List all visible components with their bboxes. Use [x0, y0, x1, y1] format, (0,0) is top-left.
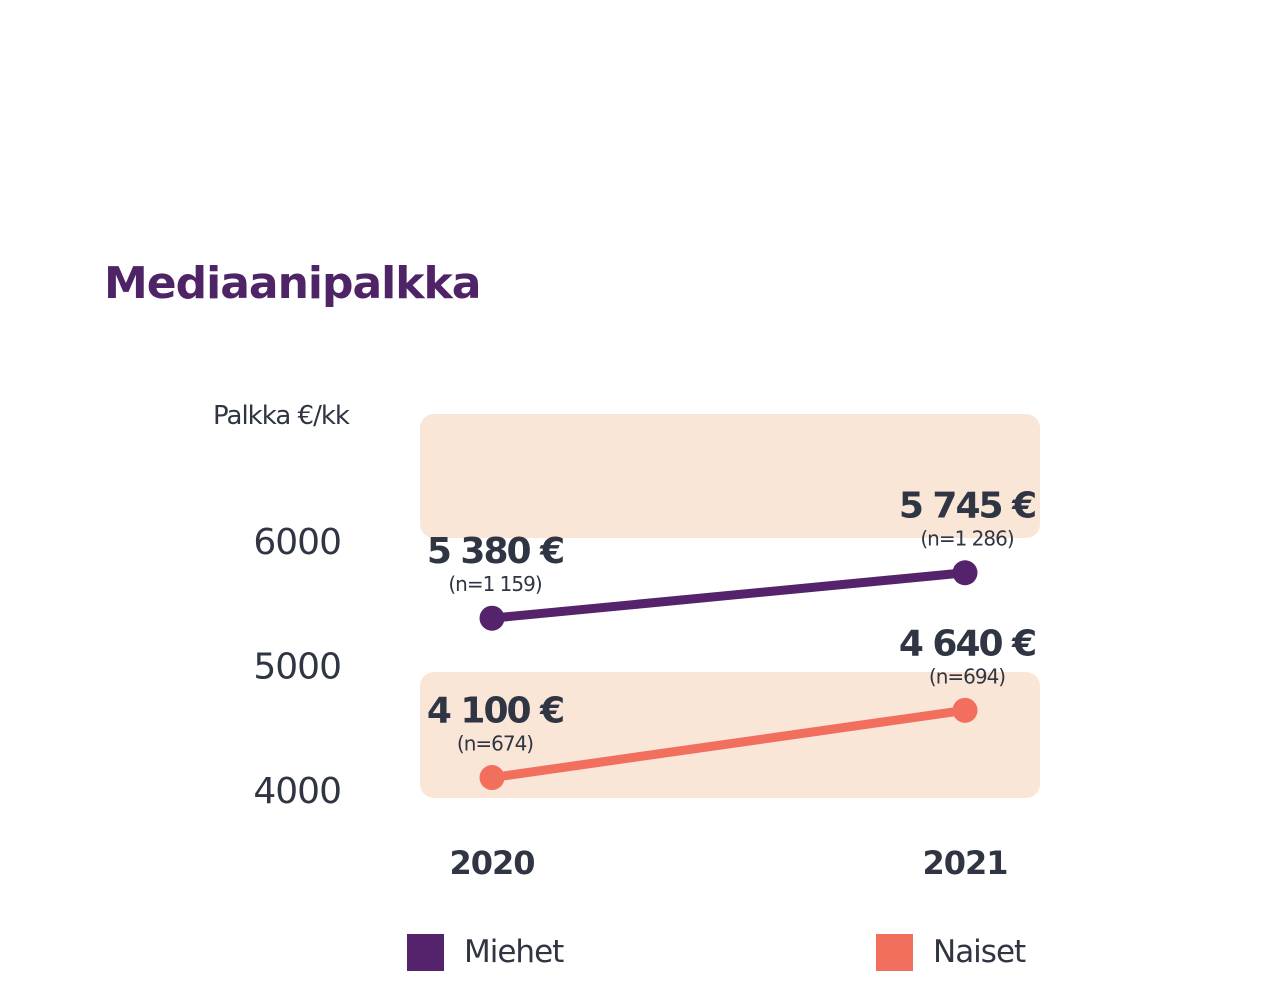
data-value-label: 5 745 € [899, 486, 1035, 527]
series-line-miehet [487, 568, 970, 623]
data-points [479, 560, 978, 791]
data-point [952, 697, 978, 723]
y-axis: Palkka €/kk 6000 5000 4000 [213, 401, 351, 812]
x-tick-label: 2020 [449, 844, 534, 882]
legend-item-naiset: Naiset [876, 932, 1026, 972]
band-top [420, 414, 1040, 538]
y-axis-label: Palkka €/kk [213, 401, 350, 431]
data-labels: 5 380 €(n=1 159)5 745 €(n=1 286)4 100 €(… [427, 486, 1037, 756]
legend-swatch-naiset [876, 933, 913, 971]
chart-title: Mediaanipalkka [104, 258, 481, 309]
x-axis: 2020 2021 [449, 844, 1008, 882]
y-tick-label: 4000 [253, 771, 341, 812]
legend-swatch-miehet [407, 933, 444, 971]
data-n-label: (n=1 286) [920, 527, 1013, 551]
x-tick-label: 2021 [922, 844, 1007, 882]
y-tick-label: 5000 [253, 647, 341, 688]
legend-label-naiset: Naiset [933, 934, 1026, 970]
data-point [952, 560, 978, 586]
data-value-label: 4 100 € [427, 691, 563, 732]
series-lines [487, 568, 970, 783]
data-value-label: 5 380 € [427, 531, 563, 572]
y-tick-label: 6000 [253, 522, 341, 563]
data-n-label: (n=1 159) [448, 572, 541, 596]
series-line-naiset [487, 705, 970, 783]
data-point [479, 605, 505, 631]
data-n-label: (n=674) [457, 732, 533, 756]
data-n-label: (n=694) [929, 664, 1005, 688]
data-value-label: 4 640 € [899, 623, 1035, 664]
data-point [479, 765, 505, 791]
legend-item-miehet: Miehet [407, 932, 564, 972]
legend-label-miehet: Miehet [464, 934, 564, 970]
